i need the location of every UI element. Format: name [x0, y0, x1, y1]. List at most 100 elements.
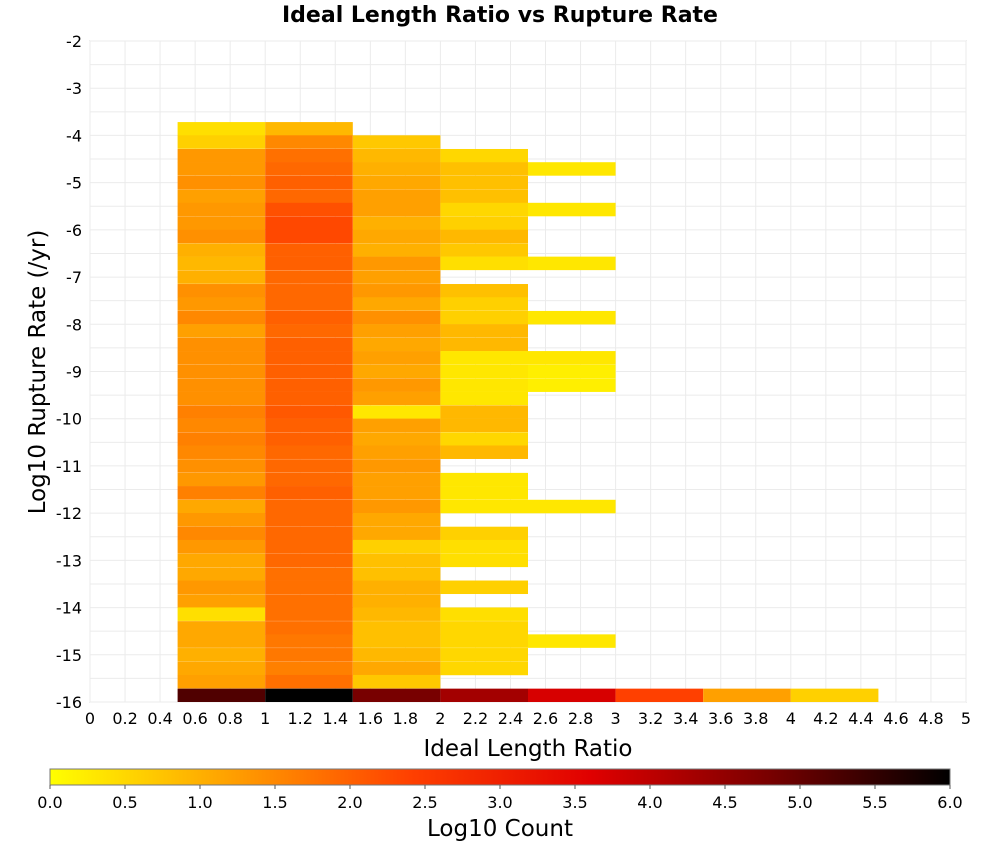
- heatmap-cell: [177, 175, 266, 190]
- heatmap-cell: [440, 310, 528, 325]
- heatmap-cell: [440, 391, 528, 406]
- x-tick-label: 4.2: [813, 709, 838, 728]
- heatmap-cell: [177, 189, 266, 204]
- colorbar-tick-label: 1.0: [187, 793, 212, 812]
- heatmap-cell: [440, 378, 528, 392]
- heatmap-cell: [177, 432, 266, 446]
- heatmap-cell: [265, 567, 353, 581]
- heatmap-cell: [440, 324, 528, 338]
- colorbar-tick-label: 5.5: [862, 793, 887, 812]
- x-tick-label: 3.8: [743, 709, 768, 728]
- heatmap-cell: [352, 567, 441, 581]
- heatmap-cell: [440, 202, 528, 217]
- heatmap-cell: [265, 472, 353, 487]
- heatmap-cell: [265, 594, 353, 608]
- y-tick-label: -12: [56, 504, 82, 523]
- x-tick-label: 0.8: [217, 709, 242, 728]
- heatmap-cell: [352, 486, 441, 500]
- heatmap-cell: [177, 459, 266, 473]
- heatmap-cell: [440, 243, 528, 257]
- heatmap-cell: [177, 526, 266, 541]
- heatmap-cell: [177, 202, 266, 217]
- heatmap-cell: [352, 310, 441, 325]
- heatmap-cell: [265, 459, 353, 473]
- heatmap-cell: [177, 405, 266, 419]
- heatmap-cell: [177, 580, 266, 595]
- x-tick-label: 3.4: [673, 709, 698, 728]
- heatmap-cell: [440, 351, 528, 365]
- heatmap-cell: [177, 499, 266, 514]
- heatmap-cell: [352, 324, 441, 338]
- heatmap-cell: [528, 162, 616, 176]
- heatmap-cell: [265, 243, 353, 257]
- heatmap-cell: [528, 378, 616, 392]
- heatmap-cell: [265, 122, 353, 136]
- heatmap-cell: [177, 256, 266, 271]
- x-tick-label: 1.6: [358, 709, 383, 728]
- heatmap-cell: [177, 607, 266, 621]
- heatmap-cell: [352, 378, 441, 392]
- heatmap-cell: [265, 648, 353, 662]
- heatmap-cell: [265, 499, 353, 514]
- heatmap-cell: [177, 513, 266, 527]
- heatmap-cell: [440, 297, 528, 311]
- x-tick-label: 5: [961, 709, 971, 728]
- heatmap-cell: [440, 621, 528, 635]
- heatmap-cell: [352, 594, 441, 608]
- heatmap-cell: [177, 445, 266, 459]
- heatmap-cells: [177, 122, 879, 702]
- x-tick-label: 0: [85, 709, 95, 728]
- heatmap-cell: [265, 162, 353, 176]
- heatmap-cell: [440, 526, 528, 541]
- heatmap-cell: [352, 674, 441, 689]
- y-tick-label: -13: [56, 551, 82, 570]
- heatmap-cell: [177, 364, 266, 379]
- heatmap-cell: [265, 202, 353, 217]
- heatmap-cell: [352, 229, 441, 244]
- colorbar-tick-label: 0.5: [112, 793, 137, 812]
- heatmap-cell: [177, 162, 266, 176]
- colorbar-tick-label: 5.0: [787, 793, 812, 812]
- x-tick-label: 3.2: [638, 709, 663, 728]
- heatmap-cell: [440, 256, 528, 271]
- heatmap-cell: [352, 175, 441, 190]
- heatmap-cell: [440, 364, 528, 379]
- y-tick-label: -4: [66, 126, 82, 145]
- heatmap-cell: [440, 661, 528, 676]
- heatmap-cell: [440, 486, 528, 500]
- heatmap-cell: [177, 122, 266, 136]
- x-tick-label: 0.6: [182, 709, 207, 728]
- heatmap-cell: [265, 216, 353, 230]
- colorbar-tick-label: 1.5: [262, 793, 287, 812]
- heatmap-cell: [440, 634, 528, 648]
- x-tick-label: 1.4: [323, 709, 348, 728]
- x-tick-label: 3: [611, 709, 621, 728]
- heatmap-cell: [177, 391, 266, 406]
- heatmap-cell: [265, 270, 353, 284]
- y-axis-label: Log10 Rupture Rate (/yr): [25, 230, 51, 515]
- heatmap-cell: [352, 688, 441, 702]
- y-axis-ticks: -2 -3 -4 -5 -6 -7 -8 -9 -10 -11 -12 -13 -14 -15 -16: [56, 32, 82, 712]
- heatmap-cell: [177, 567, 266, 581]
- heatmap-cell: [528, 351, 616, 365]
- heatmap-cell: [265, 553, 353, 568]
- x-axis-label: Ideal Length Ratio: [423, 736, 632, 762]
- heatmap-cell: [265, 189, 353, 204]
- colorbar-tick-label: 4.5: [712, 793, 737, 812]
- heatmap-cell: [265, 539, 353, 554]
- heatmap-cell: [790, 688, 879, 702]
- heatmap-cell: [265, 175, 353, 190]
- x-tick-label: 0.4: [147, 709, 172, 728]
- heatmap-cell: [352, 351, 441, 365]
- heatmap-cell: [352, 284, 441, 298]
- colorbar-tick-label: 6.0: [937, 793, 962, 812]
- heatmap-cell: [352, 162, 441, 176]
- heatmap-cell: [265, 486, 353, 500]
- heatmap-cell: [440, 175, 528, 190]
- heatmap-cell: [177, 688, 266, 702]
- heatmap-cell: [177, 148, 266, 163]
- heatmap-cell: [352, 432, 441, 446]
- heatmap-cell: [352, 148, 441, 163]
- heatmap-cell: [177, 324, 266, 338]
- heatmap-cell: [528, 256, 616, 271]
